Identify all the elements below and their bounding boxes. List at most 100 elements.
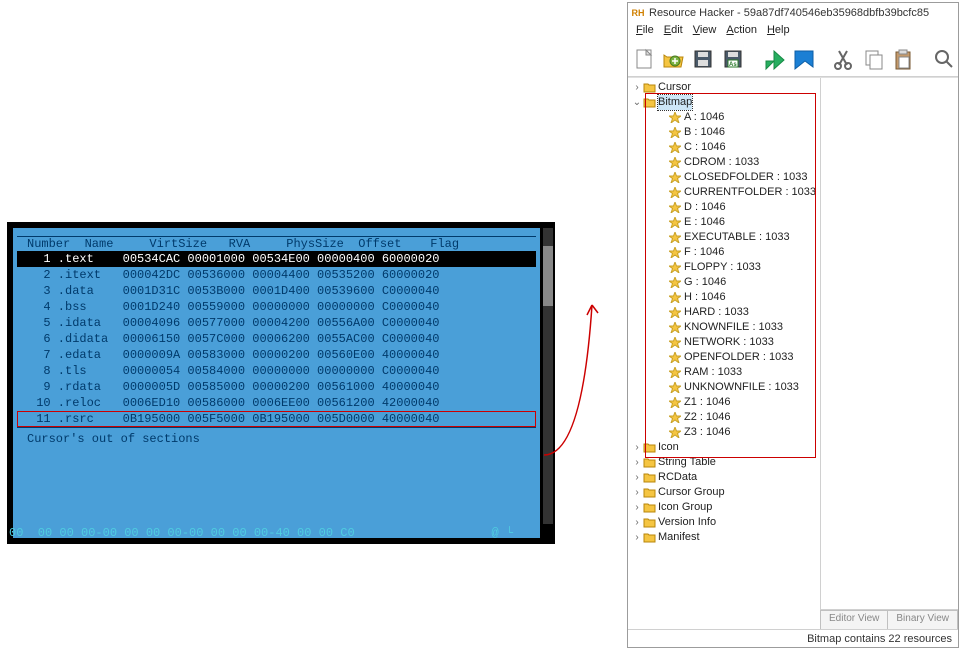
star-icon	[668, 412, 682, 424]
star-icon	[668, 367, 682, 379]
tree-leaf[interactable]: HARD : 1033	[628, 305, 820, 320]
section-row[interactable]: 1 .text 00534CAC 00001000 00534E00 00000…	[17, 251, 536, 267]
tree-leaf[interactable]: FLOPPY : 1033	[628, 260, 820, 275]
star-icon	[668, 112, 682, 124]
star-icon	[668, 217, 682, 229]
terminal-scrollbar[interactable]	[543, 228, 553, 524]
tree-leaf[interactable]: Z1 : 1046	[628, 395, 820, 410]
tree-leaf[interactable]: KNOWNFILE : 1033	[628, 320, 820, 335]
sections-terminal: Number Name VirtSize RVA PhysSize Offset…	[7, 222, 555, 544]
folder-icon	[642, 532, 656, 544]
tree-item-cursor[interactable]: ›Cursor	[628, 80, 820, 95]
folder-icon	[642, 442, 656, 454]
tree-label: Icon	[658, 440, 679, 455]
open-button[interactable]	[660, 44, 688, 74]
tree-twisty[interactable]: ›	[632, 455, 642, 470]
tree-twisty[interactable]: ›	[632, 80, 642, 95]
tree-leaf[interactable]: B : 1046	[628, 125, 820, 140]
star-icon	[668, 232, 682, 244]
save-button[interactable]	[689, 44, 717, 74]
tree-leaf[interactable]: E : 1046	[628, 215, 820, 230]
section-row[interactable]: 2 .itext 000042DC 00536000 00004400 0053…	[17, 267, 536, 283]
tree-label: Z3 : 1046	[684, 425, 730, 440]
tree-twisty[interactable]: ›	[632, 515, 642, 530]
tree-leaf[interactable]: Z2 : 1046	[628, 410, 820, 425]
tree-twisty[interactable]: ⌄	[632, 95, 642, 110]
section-row[interactable]: 5 .idata 00004096 00577000 00004200 0055…	[17, 315, 536, 331]
tree-label: F : 1046	[684, 245, 724, 260]
tree-leaf[interactable]: A : 1046	[628, 110, 820, 125]
cut-button[interactable]	[830, 44, 858, 74]
tree-leaf[interactable]: CURRENTFOLDER : 1033	[628, 185, 820, 200]
tree-label: Bitmap	[658, 95, 692, 110]
menu-bar: File Edit View Action Help	[628, 23, 958, 41]
tree-label: FLOPPY : 1033	[684, 260, 761, 275]
tree-leaf[interactable]: D : 1046	[628, 200, 820, 215]
tree-twisty[interactable]: ›	[632, 500, 642, 515]
tree-leaf[interactable]: CLOSEDFOLDER : 1033	[628, 170, 820, 185]
menu-file[interactable]: File	[632, 23, 658, 41]
tree-item-manifest[interactable]: ›Manifest	[628, 530, 820, 545]
tab-binary-view[interactable]: Binary View	[887, 610, 958, 629]
view-tabs: Editor View Binary View	[821, 609, 958, 629]
tree-label: D : 1046	[684, 200, 726, 215]
tree-leaf[interactable]: F : 1046	[628, 245, 820, 260]
section-row[interactable]: 10 .reloc 0006ED10 00586000 0006EE00 005…	[17, 395, 536, 411]
svg-text:As: As	[729, 62, 737, 68]
tree-leaf[interactable]: H : 1046	[628, 290, 820, 305]
content-pane: Editor View Binary View	[821, 78, 958, 629]
tab-editor-view[interactable]: Editor View	[820, 610, 888, 629]
tree-item-icon[interactable]: › Icon	[628, 440, 820, 455]
resource-tree[interactable]: ›Cursor⌄ BitmapA : 1046B : 1046C : 1046CD…	[628, 78, 821, 629]
star-icon	[668, 337, 682, 349]
tree-leaf[interactable]: CDROM : 1033	[628, 155, 820, 170]
tree-leaf[interactable]: G : 1046	[628, 275, 820, 290]
star-icon	[668, 202, 682, 214]
run-button[interactable]	[760, 44, 788, 74]
tree-label: CURRENTFOLDER : 1033	[684, 185, 816, 200]
section-row[interactable]: 8 .tls 00000054 00584000 00000000 000000…	[17, 363, 536, 379]
tree-leaf[interactable]: Z3 : 1046	[628, 425, 820, 440]
tree-twisty[interactable]: ›	[632, 530, 642, 545]
tree-twisty[interactable]: ›	[632, 470, 642, 485]
sections-inner: Number Name VirtSize RVA PhysSize Offset…	[13, 228, 540, 538]
tree-item-string-table[interactable]: ›String Table	[628, 455, 820, 470]
tree-label: NETWORK : 1033	[684, 335, 774, 350]
section-row[interactable]: 6 .didata 00006150 0057C000 00006200 005…	[17, 331, 536, 347]
star-icon	[668, 157, 682, 169]
scrollbar-thumb[interactable]	[543, 246, 553, 306]
star-icon	[668, 352, 682, 364]
menu-action[interactable]: Action	[722, 23, 761, 41]
section-row[interactable]: 3 .data 0001D31C 0053B000 0001D400 00539…	[17, 283, 536, 299]
tree-twisty[interactable]: ›	[632, 485, 642, 500]
menu-edit[interactable]: Edit	[660, 23, 687, 41]
search-button[interactable]	[930, 44, 958, 74]
copy-button[interactable]	[860, 44, 888, 74]
paste-button[interactable]	[890, 44, 918, 74]
menu-view[interactable]: View	[689, 23, 721, 41]
tree-item-bitmap[interactable]: ⌄ Bitmap	[628, 95, 820, 110]
section-row[interactable]: 7 .edata 0000009A 00583000 00000200 0056…	[17, 347, 536, 363]
menu-help[interactable]: Help	[763, 23, 794, 41]
tree-item-icon-group[interactable]: ›Icon Group	[628, 500, 820, 515]
status-bar: Bitmap contains 22 resources	[628, 629, 958, 647]
flag-button[interactable]	[789, 44, 817, 74]
tree-leaf[interactable]: C : 1046	[628, 140, 820, 155]
tree-item-rcdata[interactable]: ›RCData	[628, 470, 820, 485]
section-row[interactable]: 11 .rsrc 0B195000 005F5000 0B195000 005D…	[17, 411, 536, 427]
folder-icon	[642, 487, 656, 499]
tree-leaf[interactable]: OPENFOLDER : 1033	[628, 350, 820, 365]
tree-leaf[interactable]: UNKNOWNFILE : 1033	[628, 380, 820, 395]
section-row[interactable]: 9 .rdata 0000005D 00585000 00000200 0056…	[17, 379, 536, 395]
new-button[interactable]	[630, 44, 658, 74]
tree-item-cursor-group[interactable]: ›Cursor Group	[628, 485, 820, 500]
sections-header: Number Name VirtSize RVA PhysSize Offset…	[17, 237, 536, 251]
tree-twisty[interactable]: ›	[632, 440, 642, 455]
tree-leaf[interactable]: EXECUTABLE : 1033	[628, 230, 820, 245]
section-row[interactable]: 4 .bss 0001D240 00559000 00000000 000000…	[17, 299, 536, 315]
tree-leaf[interactable]: NETWORK : 1033	[628, 335, 820, 350]
tree-label: Z1 : 1046	[684, 395, 730, 410]
save-as-button[interactable]: As	[719, 44, 747, 74]
tree-item-version-info[interactable]: ›Version Info	[628, 515, 820, 530]
tree-leaf[interactable]: RAM : 1033	[628, 365, 820, 380]
